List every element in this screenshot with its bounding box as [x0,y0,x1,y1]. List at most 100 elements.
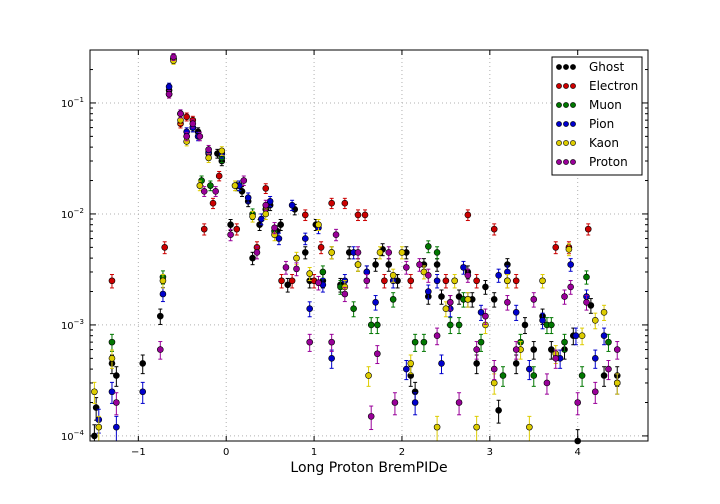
data-point [207,183,213,189]
data-point [456,322,462,328]
data-point [585,226,591,232]
data-point [170,54,176,60]
data-point [531,296,537,302]
data-point [307,339,313,345]
x-tick-label: 0 [223,447,229,458]
data-point [355,212,361,218]
data-point [540,317,546,323]
data-point [315,222,321,228]
data-point [553,244,559,250]
data-point [412,339,418,345]
data-point [540,278,546,284]
data-point [460,264,466,270]
data-point [465,272,471,278]
x-tick-label: −1 [131,447,146,458]
x-tick-label: 3 [487,447,493,458]
data-point [522,322,528,328]
data-point [482,284,488,290]
data-point [355,249,361,255]
data-point [425,289,431,295]
data-point [96,424,102,430]
data-point [434,249,440,255]
data-point [213,188,219,194]
data-point [568,284,574,290]
data-point [491,226,497,232]
legend: Ghost Electron Muon Pion Kaon Proton [552,57,642,175]
data-point [140,360,146,366]
data-point [294,255,300,261]
x-tick-label: 4 [575,447,581,458]
data-point [601,373,607,379]
legend-label: Ghost [589,60,624,74]
data-point [329,249,335,255]
legend-label: Kaon [589,136,619,150]
data-point [425,243,431,249]
data-point [614,380,620,386]
data-point [210,200,216,206]
legend-label: Muon [589,98,622,112]
data-point [403,264,409,270]
legend-marker [563,121,568,126]
data-point [351,306,357,312]
data-point [263,202,269,208]
data-point [377,249,383,255]
legend-marker [570,102,575,107]
data-point [355,262,361,268]
legend-marker [556,121,561,126]
data-point [364,278,370,284]
data-point [320,269,326,275]
data-point [113,400,119,406]
data-point [263,211,269,217]
data-point [474,278,480,284]
data-point [206,147,212,153]
data-point [474,424,480,430]
data-point [91,389,97,395]
legend-marker [563,140,568,145]
data-point [491,380,497,386]
legend-marker [556,159,561,164]
data-point [583,299,589,305]
data-point [443,306,449,312]
data-point [575,400,581,406]
data-point [307,271,313,277]
data-point [553,355,559,361]
data-point [342,291,348,297]
data-point [278,222,284,228]
data-point [579,333,585,339]
data-point [544,380,550,386]
data-point [160,291,166,297]
data-point [434,262,440,268]
data-point [374,322,380,328]
data-point [113,424,119,430]
data-point [166,91,172,97]
data-point [573,333,579,339]
legend-label: Pion [589,117,614,131]
data-point [362,212,368,218]
data-point [513,278,519,284]
data-point [513,309,519,315]
data-point [421,339,427,345]
data-point [386,262,392,268]
data-point [374,351,380,357]
data-point [496,407,502,413]
data-point [474,360,480,366]
data-point [417,262,423,268]
data-point [197,183,203,189]
data-point [234,226,240,232]
data-point [333,232,339,238]
data-point [562,339,568,345]
legend-label: Electron [589,79,638,93]
legend-marker [570,64,575,69]
data-point [438,294,444,300]
data-point [434,278,440,284]
data-point [583,274,589,280]
data-point [302,249,308,255]
data-point [513,347,519,353]
data-point [496,272,502,278]
data-point [504,299,510,305]
data-point [390,296,396,302]
data-point [315,280,321,286]
data-point [568,262,574,268]
data-point [160,278,166,284]
